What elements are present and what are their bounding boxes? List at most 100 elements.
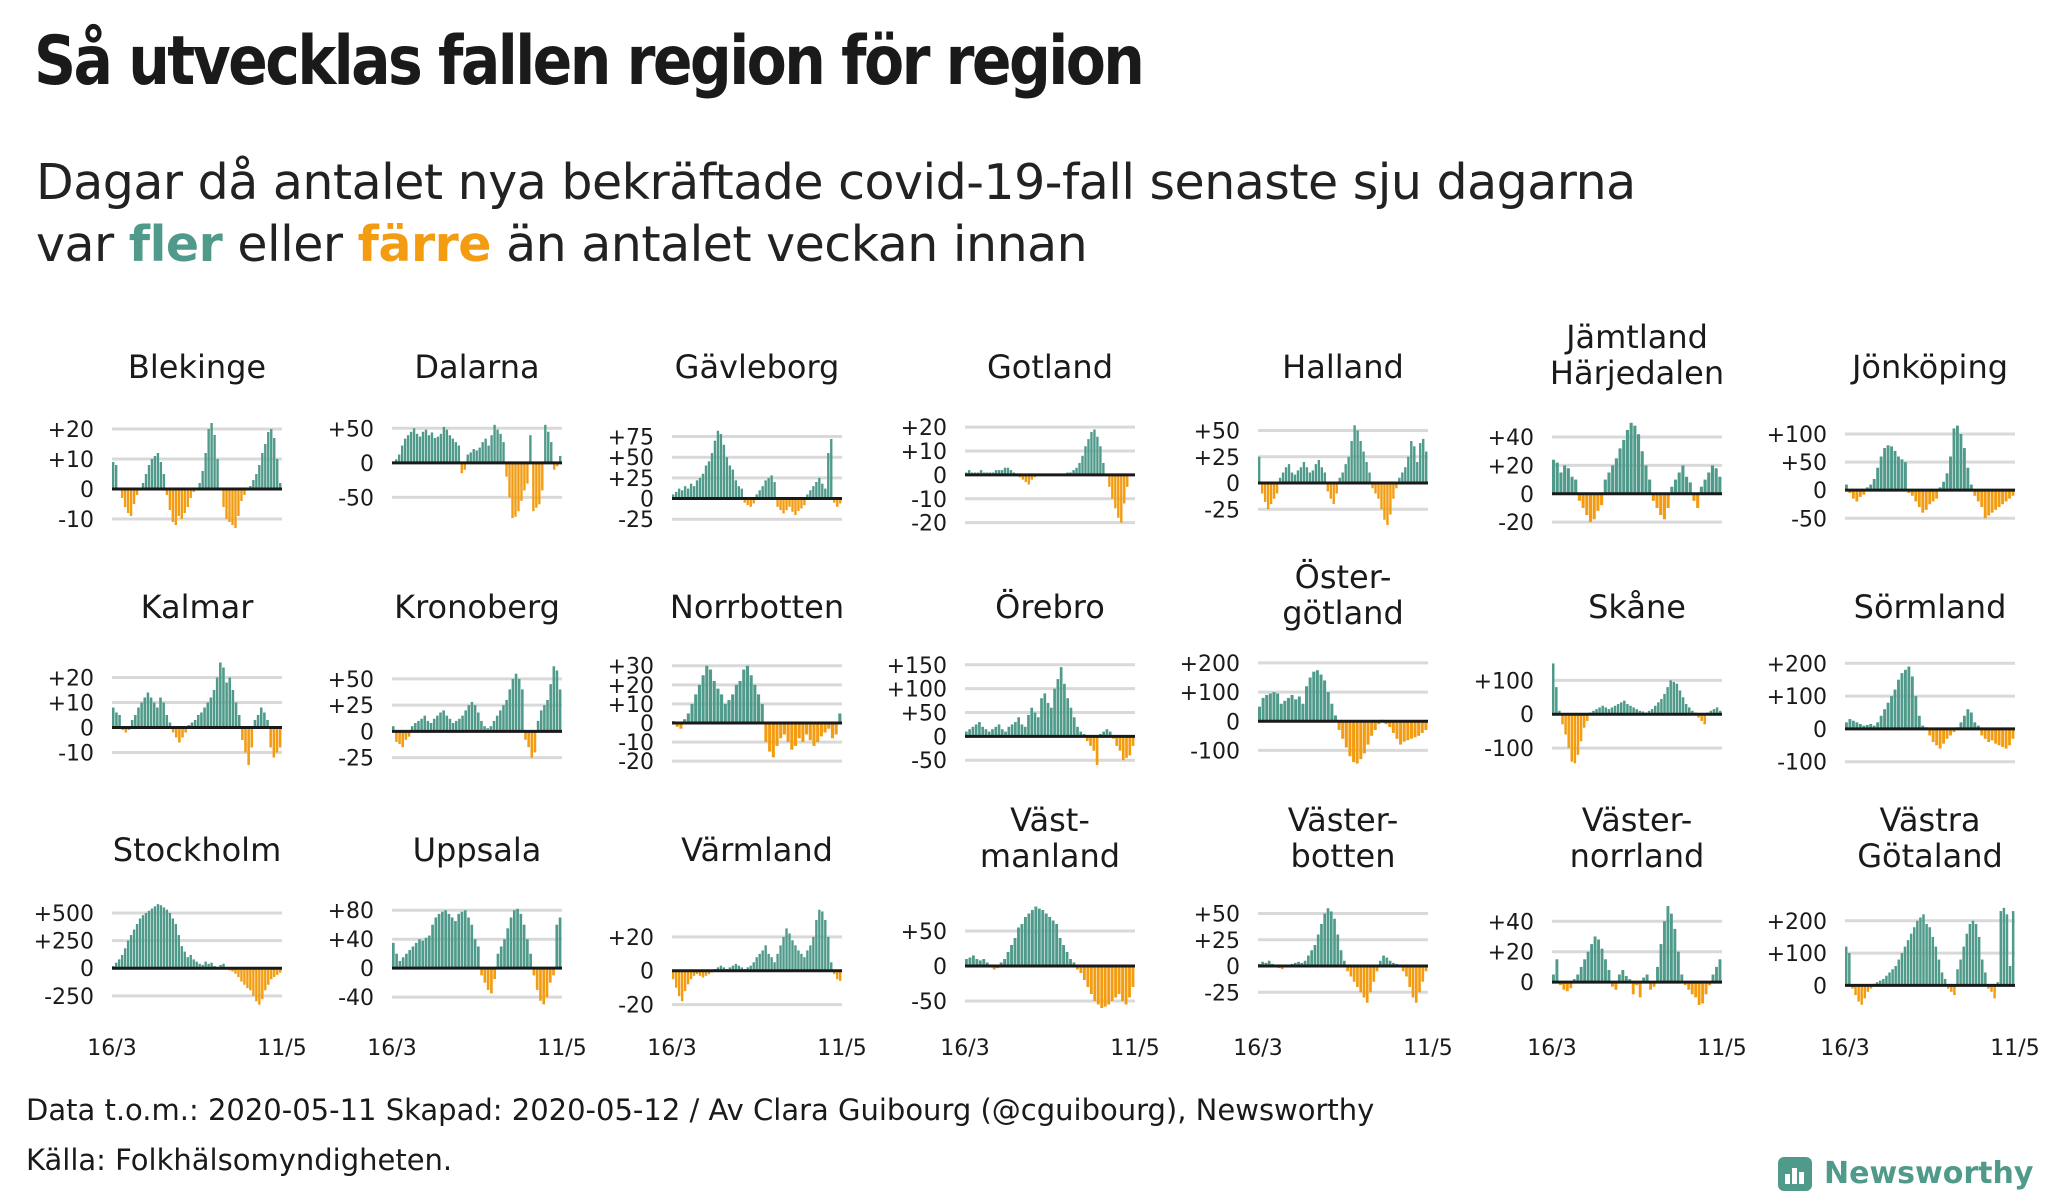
bar: [1883, 448, 1887, 491]
y-tick-label: 0: [640, 712, 654, 737]
bar: [1718, 476, 1722, 494]
bar: [1897, 456, 1900, 491]
y-tick-label: 0: [933, 464, 947, 489]
bar: [1399, 721, 1403, 745]
bar: [805, 723, 809, 735]
bar: [734, 480, 738, 499]
bar: [483, 726, 486, 732]
bar: [1593, 936, 1597, 983]
bar: [1087, 439, 1090, 475]
bar: [1315, 670, 1319, 722]
bar: [521, 689, 524, 732]
bar: [1281, 472, 1285, 483]
bar: [1356, 966, 1359, 987]
bar: [266, 720, 269, 728]
bar: [1341, 472, 1344, 483]
bar: [1614, 982, 1618, 990]
x-start-label: 16/3: [1233, 1036, 1282, 1061]
bar: [768, 723, 772, 752]
bar: [994, 470, 998, 475]
bar: [1638, 982, 1642, 998]
bar: [1572, 979, 1576, 983]
bar: [246, 968, 249, 989]
panel-title: botten: [1291, 837, 1396, 875]
bar: [115, 712, 118, 728]
bar: [1855, 490, 1859, 502]
bar: [1607, 709, 1611, 715]
bar: [1987, 490, 1991, 516]
bar: [839, 498, 842, 504]
bar: [1111, 474, 1114, 499]
bar: [740, 488, 743, 499]
bar: [496, 953, 500, 969]
y-tick-label: 0: [1813, 974, 1827, 999]
bar: [1296, 470, 1300, 483]
bar: [1027, 913, 1031, 966]
bar: [1388, 721, 1392, 728]
bar: [112, 462, 115, 489]
bar: [821, 911, 824, 971]
bar: [126, 489, 130, 513]
bar: [1293, 474, 1297, 483]
bar: [256, 715, 260, 728]
x-start-label: 16/3: [87, 1036, 136, 1061]
bar: [1362, 966, 1366, 998]
bar: [1684, 704, 1688, 715]
bar: [1006, 952, 1010, 966]
bar: [1980, 490, 1984, 508]
bar: [2001, 728, 2004, 747]
bar: [1629, 422, 1633, 494]
bar: [470, 702, 474, 732]
bar: [1973, 490, 1977, 496]
y-tick-label: +50: [328, 668, 374, 693]
y-tick-label: -10: [58, 508, 94, 533]
bar: [1696, 493, 1700, 508]
bar: [1949, 456, 1952, 491]
bar: [258, 465, 261, 489]
bar: [1023, 917, 1027, 966]
bar: [1408, 966, 1412, 987]
bar: [457, 913, 461, 969]
bar: [746, 967, 749, 971]
y-tick-label: +30: [608, 655, 654, 680]
bar: [701, 473, 705, 499]
bar: [984, 729, 988, 737]
bar: [1697, 982, 1701, 1005]
bar: [267, 432, 270, 489]
bar: [412, 428, 416, 463]
bar: [982, 959, 986, 966]
bar: [1299, 467, 1303, 483]
bar: [1409, 721, 1413, 739]
bar: [690, 703, 694, 723]
bar: [755, 957, 758, 971]
bar: [979, 470, 983, 475]
bar: [162, 474, 166, 489]
bar: [1910, 676, 1914, 729]
bar: [1715, 707, 1719, 715]
bar: [180, 946, 183, 969]
bar: [180, 489, 183, 519]
bar: [523, 462, 526, 491]
bar: [1919, 917, 1922, 986]
bar: [1848, 953, 1851, 986]
bar: [1694, 982, 1698, 998]
bar: [1994, 728, 1998, 744]
bar: [444, 910, 447, 969]
bar: [189, 489, 192, 498]
bar: [1882, 978, 1885, 986]
bar: [1969, 712, 1973, 729]
bar: [740, 967, 743, 971]
bar: [1365, 966, 1369, 1003]
bar: [1680, 974, 1684, 983]
bar: [522, 924, 526, 969]
bar: [553, 462, 556, 470]
bar: [264, 968, 267, 991]
bar: [1323, 472, 1326, 483]
bar: [808, 723, 812, 741]
y-tick-label: 0: [80, 957, 94, 982]
bar: [761, 486, 764, 499]
bar: [1561, 714, 1564, 725]
bar: [1592, 493, 1596, 520]
panel-title: Jönköping: [1850, 348, 2008, 386]
bar: [1316, 934, 1320, 966]
